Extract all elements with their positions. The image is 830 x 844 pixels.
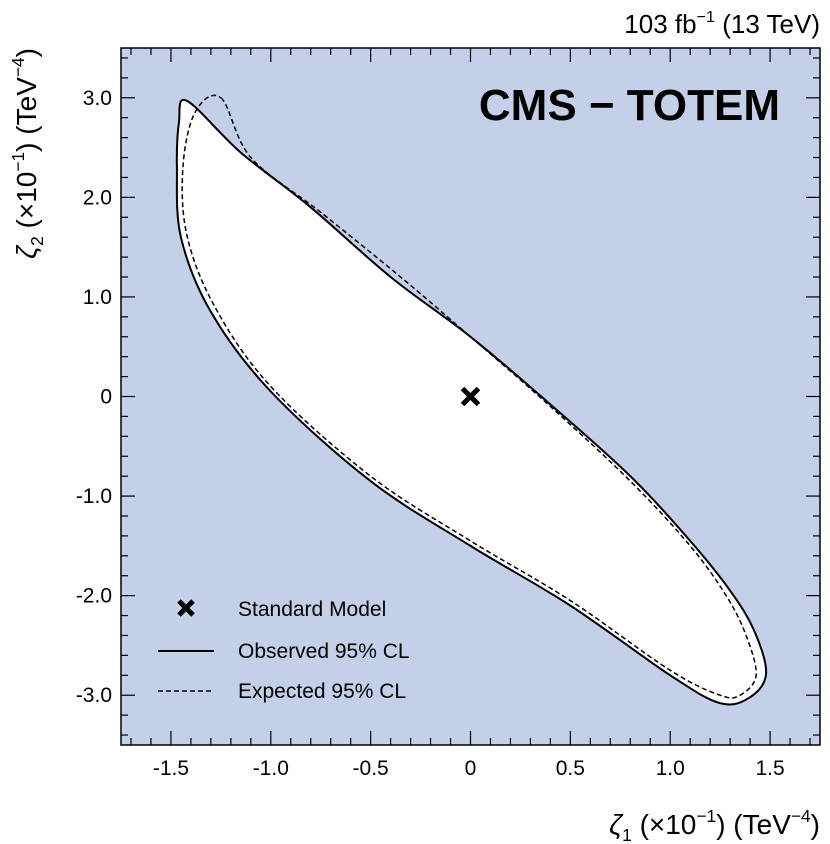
legend-marker-icon: [177, 599, 195, 617]
plot-area: -1.5 -1.0 -0.5 0 0.5 1.0 1.5 -3.0 -2.0 -1.0 0 1.0 2…: [76, 47, 821, 780]
observed-contour: [175, 98, 768, 706]
standard-model-marker: [460, 386, 481, 407]
experiment-label: CMS − TOTEM: [479, 81, 780, 130]
y-tick-label: 2.0: [83, 186, 112, 209]
legend-label-standard-model: Standard Model: [238, 598, 386, 621]
x-tick-label: -0.5: [353, 757, 389, 780]
y-tick-label: 1.0: [83, 286, 112, 309]
y-tick-label: -1.0: [76, 485, 112, 508]
x-tick-label: 1.5: [755, 757, 784, 780]
expected-contour: [181, 94, 757, 699]
lumi-label: 103 fb−1 (13 TeV): [624, 8, 820, 39]
y-tick-label: -3.0: [76, 684, 112, 707]
y-ticks: -3.0 -2.0 -1.0 0 1.0 2.0 3.0: [76, 57, 820, 736]
y-axis-label: ζ2 (×10−1) (TeV−4): [8, 48, 47, 259]
allowed-region: [176, 99, 767, 705]
y-tick-label: 0: [100, 386, 112, 409]
legend-label-expected: Expected 95% CL: [238, 680, 406, 703]
x-ticks: -1.5 -1.0 -0.5 0 0.5 1.0 1.5: [130, 48, 811, 780]
legend: Standard Model Observed 95% CL Expected …: [158, 598, 410, 703]
legend-label-observed: Observed 95% CL: [238, 640, 410, 663]
standard-model-point: [460, 386, 481, 407]
x-tick-label: -1.0: [253, 757, 289, 780]
x-axis-label: ζ1 (×10−1) (TeV−4): [609, 806, 820, 844]
x-tick-label: 0.5: [556, 757, 585, 780]
x-tick-label: 1.0: [656, 757, 685, 780]
y-tick-label: 3.0: [83, 87, 112, 110]
x-tick-label: -1.5: [153, 757, 189, 780]
x-tick-label: 0: [465, 757, 477, 780]
y-tick-label: -2.0: [76, 585, 112, 608]
